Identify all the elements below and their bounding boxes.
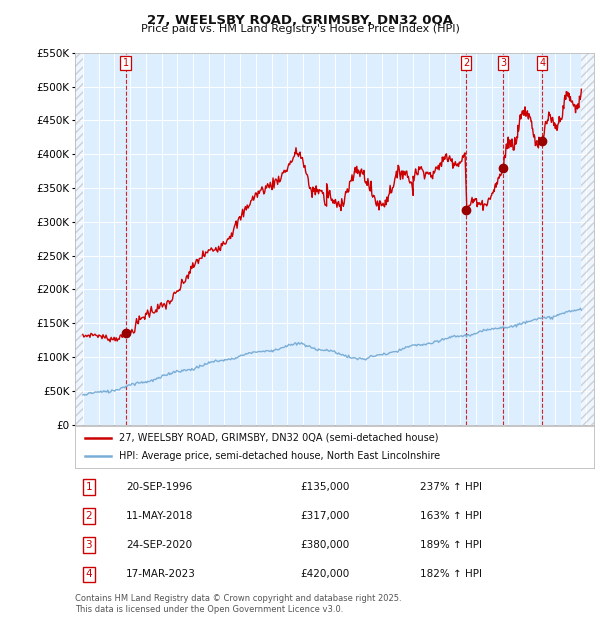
Text: 3: 3 (85, 540, 92, 551)
Text: £420,000: £420,000 (300, 569, 349, 580)
Text: 189% ↑ HPI: 189% ↑ HPI (420, 540, 482, 551)
Text: £380,000: £380,000 (300, 540, 349, 551)
Text: Price paid vs. HM Land Registry's House Price Index (HPI): Price paid vs. HM Land Registry's House … (140, 24, 460, 34)
Text: 11-MAY-2018: 11-MAY-2018 (126, 511, 193, 521)
Text: HPI: Average price, semi-detached house, North East Lincolnshire: HPI: Average price, semi-detached house,… (119, 451, 440, 461)
Text: 2: 2 (463, 58, 469, 68)
Text: £135,000: £135,000 (300, 482, 349, 492)
Text: 24-SEP-2020: 24-SEP-2020 (126, 540, 192, 551)
Bar (75, 53, 83, 425)
Text: 1: 1 (85, 482, 92, 492)
Text: 17-MAR-2023: 17-MAR-2023 (126, 569, 196, 580)
Bar (581, 53, 594, 425)
Text: This data is licensed under the Open Government Licence v3.0.: This data is licensed under the Open Gov… (75, 604, 343, 614)
Text: 1: 1 (122, 58, 129, 68)
Text: 4: 4 (539, 58, 545, 68)
Text: 237% ↑ HPI: 237% ↑ HPI (420, 482, 482, 492)
Text: 4: 4 (85, 569, 92, 580)
Text: 182% ↑ HPI: 182% ↑ HPI (420, 569, 482, 580)
Text: 27, WEELSBY ROAD, GRIMSBY, DN32 0QA: 27, WEELSBY ROAD, GRIMSBY, DN32 0QA (147, 14, 453, 27)
Text: 27, WEELSBY ROAD, GRIMSBY, DN32 0QA (semi-detached house): 27, WEELSBY ROAD, GRIMSBY, DN32 0QA (sem… (119, 433, 439, 443)
Text: 3: 3 (500, 58, 506, 68)
Text: 163% ↑ HPI: 163% ↑ HPI (420, 511, 482, 521)
Text: £317,000: £317,000 (300, 511, 349, 521)
Text: Contains HM Land Registry data © Crown copyright and database right 2025.: Contains HM Land Registry data © Crown c… (75, 594, 401, 603)
Text: 2: 2 (85, 511, 92, 521)
Text: 20-SEP-1996: 20-SEP-1996 (126, 482, 192, 492)
